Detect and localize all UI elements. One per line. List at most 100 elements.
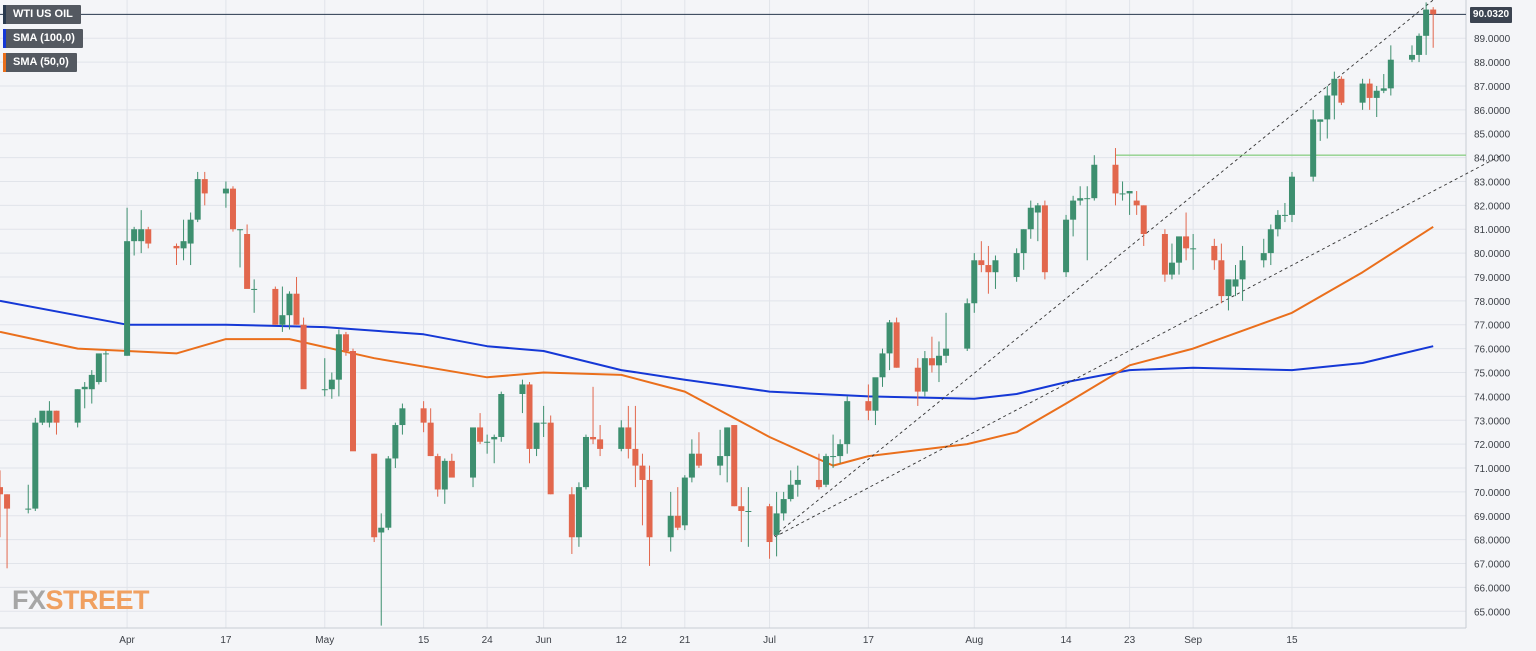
candle-body — [780, 499, 787, 514]
candle-body — [590, 436, 597, 440]
candle-body — [378, 527, 385, 533]
candle-body — [1027, 207, 1034, 230]
candle-body — [978, 260, 985, 266]
x-tick-label: 14 — [1060, 635, 1072, 646]
candle-body — [1232, 279, 1239, 287]
candle-body — [738, 506, 745, 511]
candle-body — [773, 513, 780, 535]
candle-body — [681, 477, 688, 526]
candle-body — [575, 487, 582, 538]
candle-body — [1020, 229, 1027, 254]
candle-body — [879, 353, 886, 378]
candle-body — [1430, 9, 1437, 15]
candle-body — [1387, 59, 1394, 89]
candle-body — [928, 358, 935, 366]
candle-body — [237, 229, 244, 231]
candle-body — [145, 229, 152, 244]
y-tick-label: 67.0000 — [1474, 560, 1511, 571]
candle-body — [321, 389, 328, 391]
candle-body — [992, 260, 999, 273]
candle-body — [519, 384, 526, 394]
candle-body — [102, 353, 109, 355]
legend-instrument-swatch — [3, 5, 6, 24]
candle-body — [448, 460, 455, 478]
y-tick-label: 76.0000 — [1474, 345, 1511, 356]
candle-body — [971, 260, 978, 304]
candle-body — [1225, 279, 1232, 297]
candle-body — [893, 322, 900, 368]
candle-body — [194, 179, 201, 220]
candle-body — [1041, 205, 1048, 273]
candle-body — [1338, 78, 1345, 103]
candle-body — [526, 384, 533, 449]
y-tick-label: 82.0000 — [1474, 201, 1511, 212]
candle-body — [187, 219, 194, 244]
candle-body — [1176, 236, 1183, 263]
candle-body — [1119, 193, 1126, 195]
candle-body — [1013, 253, 1020, 277]
candle-body — [1168, 262, 1175, 275]
candle-body — [39, 410, 46, 423]
candle-body — [1416, 35, 1423, 55]
candle-body — [1423, 9, 1430, 36]
candle-body — [420, 408, 427, 423]
y-tick-label: 66.0000 — [1474, 583, 1511, 594]
candle-body — [1077, 198, 1084, 201]
candle-body — [745, 510, 752, 512]
x-tick-label: Jun — [536, 635, 552, 646]
candle-body — [935, 355, 942, 366]
candle-body — [427, 422, 434, 457]
candle-body — [32, 422, 39, 509]
candle-body — [625, 427, 632, 449]
candle-body — [639, 465, 646, 480]
y-tick-label: 84.0000 — [1474, 154, 1511, 165]
logo-fx: FX — [12, 585, 46, 615]
x-tick-label: 23 — [1124, 635, 1136, 646]
candle-body — [229, 188, 236, 230]
trendline-upper — [769, 0, 1434, 540]
candle-body — [794, 479, 801, 485]
candle-body — [1317, 119, 1324, 122]
x-tick-label: 24 — [482, 635, 494, 646]
candle-body — [95, 353, 102, 383]
candle-body — [441, 460, 448, 490]
candle-body — [25, 508, 32, 510]
x-tick-label: Jul — [763, 635, 776, 646]
candle-body — [830, 456, 837, 458]
legend-sma100-swatch — [3, 29, 6, 48]
candle-body — [1288, 176, 1295, 215]
x-tick-label: Aug — [965, 635, 983, 646]
candle-body — [201, 179, 208, 194]
candle-body — [74, 389, 81, 423]
legend-instrument[interactable]: WTI US OIL — [3, 5, 81, 24]
candle-body — [131, 229, 138, 242]
candle-body — [688, 453, 695, 478]
legend-sma50-swatch — [3, 53, 6, 72]
candle-body — [547, 422, 554, 495]
candle-body — [618, 427, 625, 449]
candle-body — [1034, 205, 1041, 213]
trendline-lower — [769, 153, 1504, 541]
y-tick-label: 69.0000 — [1474, 512, 1511, 523]
legend-sma50[interactable]: SMA (50,0) — [3, 53, 77, 72]
candle-body — [272, 288, 279, 325]
y-tick-label: 87.0000 — [1474, 82, 1511, 93]
candle-body — [787, 484, 794, 500]
candle-body — [695, 453, 702, 466]
candle-body — [335, 334, 342, 380]
candle-body — [350, 351, 356, 452]
y-tick-label: 68.0000 — [1474, 536, 1511, 547]
candle-body — [46, 410, 53, 423]
y-tick-label: 73.0000 — [1474, 416, 1511, 427]
legend-sma100[interactable]: SMA (100,0) — [3, 29, 83, 48]
candle-body — [286, 293, 293, 316]
y-tick-label: 71.0000 — [1474, 464, 1511, 475]
candle-body — [392, 425, 399, 459]
candle-body — [498, 393, 505, 437]
candle-body — [434, 456, 441, 490]
y-tick-label: 65.0000 — [1474, 607, 1511, 618]
candle-body — [914, 367, 921, 392]
candle-body — [943, 348, 950, 356]
